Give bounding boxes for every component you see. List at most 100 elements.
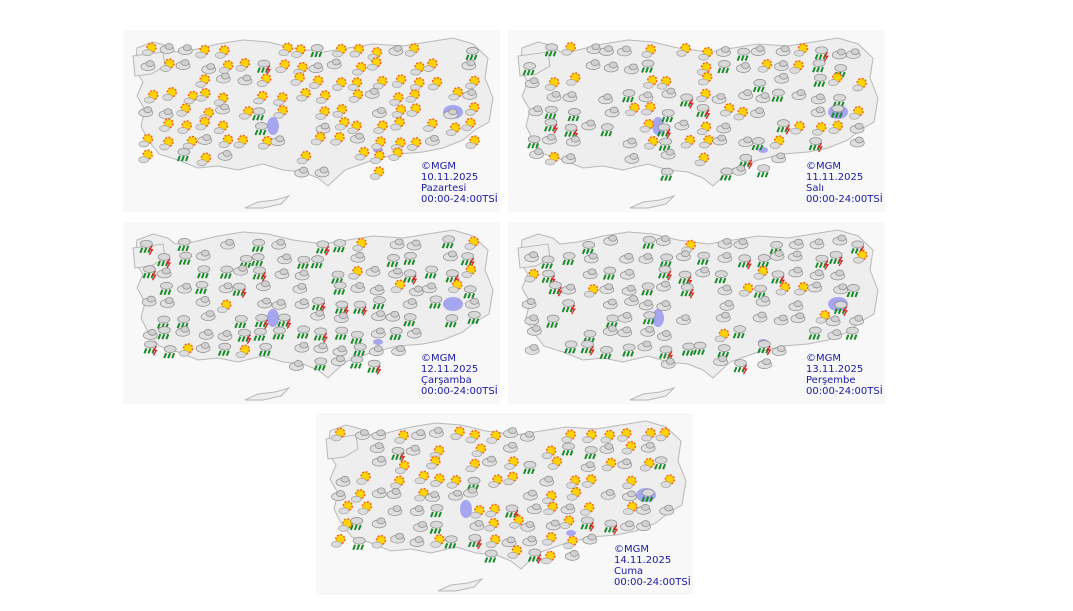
lake: [758, 147, 768, 153]
weather-icon: [561, 283, 577, 295]
date: 12.11.2025: [421, 364, 479, 375]
weather-icon: [443, 250, 458, 262]
weather-icon: [447, 279, 463, 294]
weather-icon: [620, 268, 635, 280]
weather-icon: [391, 446, 406, 463]
weather-icon: [771, 345, 787, 356]
weather-icon: [176, 103, 191, 117]
copyright: ©MGM: [421, 353, 457, 364]
weather-icon: [176, 148, 191, 162]
weather-icon: [752, 78, 767, 93]
weather-icon: [542, 531, 557, 546]
weather-icon: [564, 340, 578, 354]
weather-icon: [371, 136, 386, 150]
weather-icon: [178, 251, 192, 265]
period: 00:00-24:00TSİ: [421, 386, 498, 397]
weather-icon: [849, 122, 865, 134]
weather-icon: [314, 166, 330, 178]
weather-icon: [409, 505, 425, 517]
weather-icon: [624, 153, 640, 164]
weather-icon: [676, 250, 691, 262]
weather-icon: [251, 238, 266, 252]
weather-icon: [182, 135, 198, 150]
weather-icon: [178, 343, 194, 357]
weather-icon: [294, 166, 309, 178]
weather-icon: [696, 88, 711, 103]
weather-icon: [561, 442, 575, 456]
weather-icon: [602, 298, 618, 310]
weather-icon: [543, 501, 558, 516]
weather-icon: [585, 59, 601, 70]
weather-icon: [370, 150, 385, 164]
weather-icon: [429, 295, 443, 309]
weather-icon: [813, 73, 827, 88]
weather-icon: [389, 238, 405, 250]
map-graphic: [517, 229, 879, 401]
weather-icon: [159, 297, 175, 308]
weather-icon: [403, 313, 417, 327]
weather-icon: [542, 490, 557, 505]
weather-icon: [388, 147, 404, 161]
forecast-map: ©MGM 11.11.2025 Salı 00:00-24:00TSİ: [508, 30, 885, 212]
weather-icon: [445, 122, 461, 136]
weather-icon: [348, 89, 364, 103]
weather-icon: [308, 75, 324, 89]
weather-icon: [310, 309, 325, 321]
weather-icon: [357, 501, 373, 515]
weather-icon: [470, 504, 485, 519]
weather-icon: [467, 310, 481, 325]
weather-icon: [656, 330, 672, 341]
weather-icon: [808, 326, 822, 340]
weather-icon: [465, 458, 481, 473]
weather-icon: [789, 60, 804, 74]
weather-icon: [390, 116, 405, 131]
weather-icon: [258, 342, 273, 357]
weather-icon: [195, 280, 209, 295]
weather-icon: [583, 284, 599, 298]
weather-icon: [547, 456, 563, 470]
weather-icon: [219, 265, 234, 279]
weather-icon: [638, 91, 654, 103]
weather-icon: [560, 503, 576, 515]
cyprus: [244, 194, 291, 209]
weather-icon: [391, 74, 407, 88]
weather-icon: [291, 44, 306, 58]
weather-icon: [444, 535, 458, 549]
weather-icon: [694, 152, 710, 167]
weather-icon: [163, 345, 177, 359]
weather-icon: [387, 505, 403, 516]
weather-icon: [503, 471, 518, 486]
weather-icon: [388, 267, 403, 279]
weather-icon: [830, 104, 845, 118]
lake: [460, 500, 472, 518]
weather-icon: [617, 326, 633, 338]
weather-icon: [405, 444, 421, 456]
weather-icon: [637, 340, 653, 352]
weather-icon: [251, 253, 265, 267]
weather-icon: [580, 340, 595, 356]
day: Çarşamba: [421, 375, 472, 386]
weather-icon: [462, 89, 478, 100]
weather-icon: [546, 90, 562, 102]
weather-icon: [461, 264, 477, 278]
weather-icon: [425, 491, 440, 502]
weather-icon: [812, 59, 826, 73]
weather-icon: [256, 73, 272, 87]
weather-icon: [773, 60, 789, 71]
weather-icon: [845, 326, 859, 340]
weather-icon: [738, 282, 754, 297]
weather-icon: [527, 135, 541, 149]
weather-icon: [790, 312, 806, 324]
weather-icon: [177, 282, 192, 294]
weather-icon: [603, 519, 619, 535]
weather-icon: [544, 151, 560, 166]
weather-icon: [641, 427, 656, 442]
forecast-map: ©MGM 10.11.2025 Pazartesi 00:00-24:00TSİ: [123, 30, 500, 212]
weather-icon: [642, 75, 658, 89]
weather-icon: [195, 116, 210, 131]
weather-icon: [372, 107, 387, 118]
weather-icon: [467, 534, 483, 550]
weather-icon: [566, 487, 582, 501]
weather-icon: [522, 460, 537, 475]
map-graphic: [132, 37, 494, 209]
